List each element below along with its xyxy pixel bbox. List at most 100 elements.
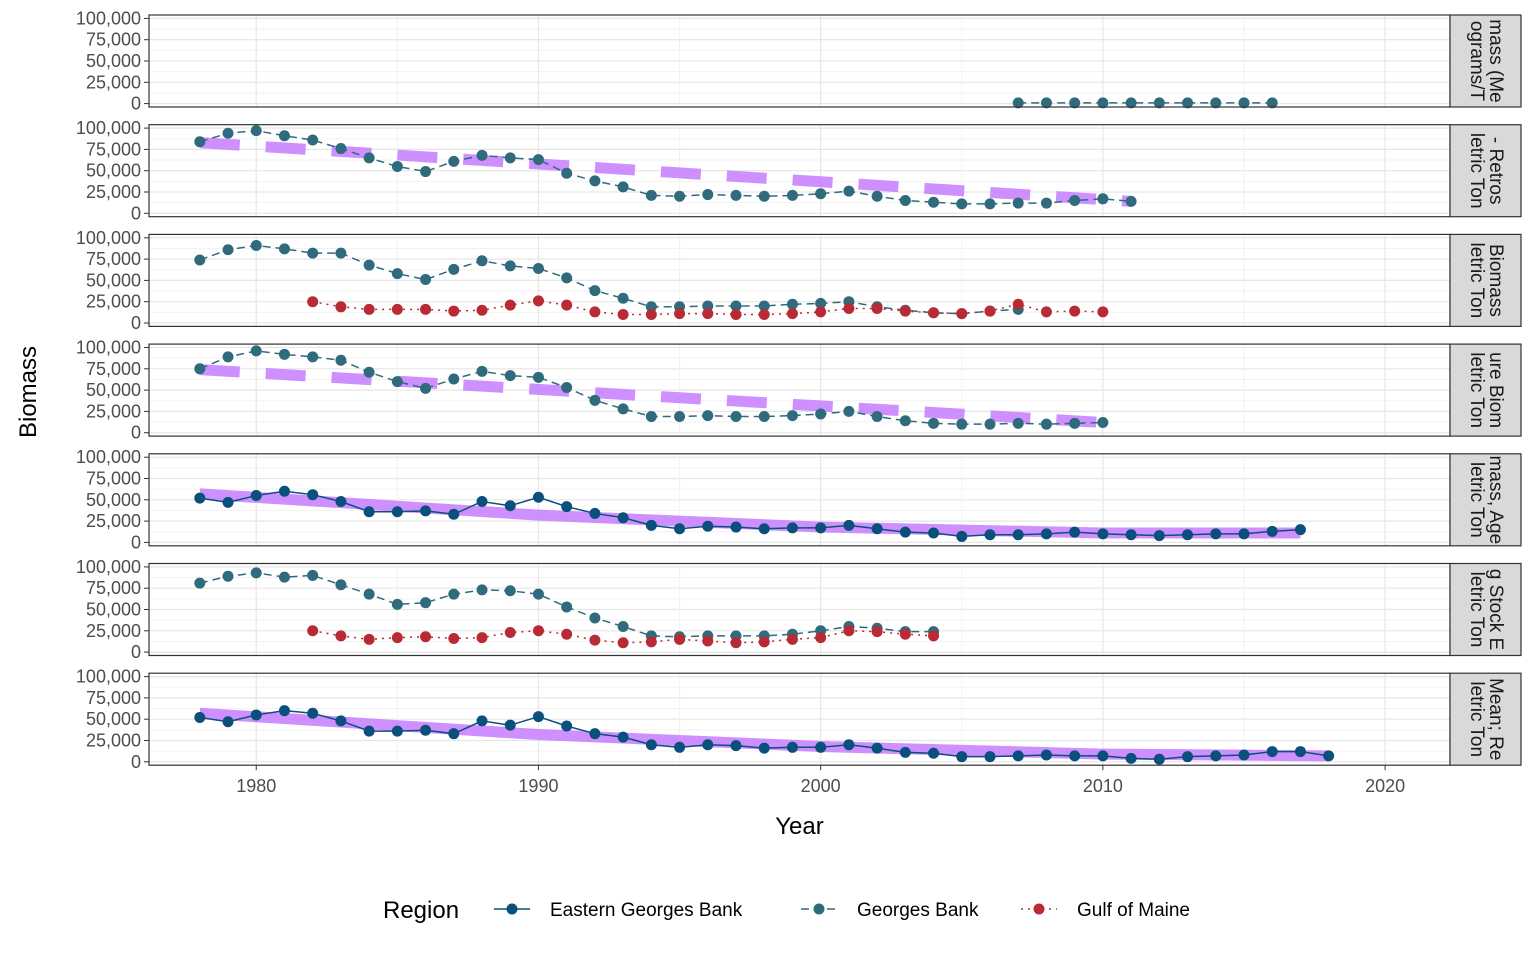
data-point bbox=[617, 292, 629, 304]
y-tick-label: 25,000 bbox=[86, 730, 141, 750]
data-point bbox=[1125, 97, 1137, 109]
data-point bbox=[1012, 529, 1024, 541]
data-point bbox=[758, 636, 770, 648]
data-point bbox=[448, 305, 460, 317]
data-point bbox=[448, 508, 460, 520]
y-tick-label: 25,000 bbox=[86, 72, 141, 92]
data-point bbox=[899, 746, 911, 758]
x-tick-label: 2010 bbox=[1083, 776, 1123, 796]
legend-label: Gulf of Maine bbox=[1077, 900, 1190, 921]
data-point bbox=[420, 303, 432, 315]
facet-strip-label: letric Ton bbox=[1466, 243, 1487, 319]
data-point bbox=[1323, 750, 1335, 762]
y-tick-label: 100,000 bbox=[76, 667, 141, 687]
data-point bbox=[702, 739, 714, 751]
data-point bbox=[1153, 97, 1165, 109]
data-point bbox=[843, 519, 855, 531]
data-point bbox=[645, 739, 657, 751]
data-point bbox=[194, 577, 206, 589]
x-tick-label: 1990 bbox=[518, 776, 558, 796]
data-point bbox=[391, 303, 403, 315]
data-point bbox=[871, 411, 883, 423]
data-point bbox=[1210, 97, 1222, 109]
facet-strip-label: mass (Me bbox=[1485, 19, 1506, 102]
data-point bbox=[194, 711, 206, 723]
data-point bbox=[589, 634, 601, 646]
data-point bbox=[1012, 298, 1024, 310]
y-tick-label: 100,000 bbox=[76, 8, 141, 28]
data-point bbox=[448, 588, 460, 600]
data-point bbox=[1069, 417, 1081, 429]
data-point bbox=[532, 295, 544, 307]
x-tick-label: 1980 bbox=[236, 776, 276, 796]
data-point bbox=[730, 637, 742, 649]
data-point bbox=[617, 403, 629, 415]
data-point bbox=[420, 631, 432, 643]
y-tick-label: 100,000 bbox=[76, 447, 141, 467]
data-point bbox=[476, 632, 488, 644]
data-point bbox=[702, 308, 714, 320]
data-point bbox=[730, 740, 742, 752]
y-tick-label: 100,000 bbox=[76, 338, 141, 358]
data-point bbox=[871, 190, 883, 202]
y-tick-label: 50,000 bbox=[86, 51, 141, 71]
data-point bbox=[730, 300, 742, 312]
data-point bbox=[871, 742, 883, 754]
data-point bbox=[645, 308, 657, 320]
y-tick-label: 0 bbox=[131, 94, 141, 114]
data-point bbox=[561, 167, 573, 179]
data-point bbox=[617, 308, 629, 320]
y-tick-label: 25,000 bbox=[86, 182, 141, 202]
data-point bbox=[1069, 526, 1081, 538]
data-point bbox=[928, 527, 940, 539]
data-point bbox=[532, 154, 544, 166]
data-point bbox=[1012, 417, 1024, 429]
data-point bbox=[1238, 97, 1250, 109]
data-point bbox=[278, 130, 290, 142]
data-point bbox=[928, 307, 940, 319]
data-point bbox=[504, 500, 516, 512]
data-point bbox=[278, 705, 290, 717]
facet-strip-label: g Stock E bbox=[1485, 569, 1506, 650]
y-tick-label: 75,000 bbox=[86, 139, 141, 159]
data-point bbox=[307, 489, 319, 501]
data-point bbox=[1069, 195, 1081, 207]
facet-strip-label: Mean; Re bbox=[1485, 678, 1506, 760]
data-point bbox=[758, 308, 770, 320]
data-point bbox=[1097, 97, 1109, 109]
data-point bbox=[1069, 305, 1081, 317]
data-point bbox=[786, 633, 798, 645]
data-point bbox=[194, 363, 206, 375]
data-point bbox=[448, 632, 460, 644]
data-point bbox=[1012, 97, 1024, 109]
data-point bbox=[222, 244, 234, 256]
data-point bbox=[391, 725, 403, 737]
data-point bbox=[1210, 750, 1222, 762]
y-tick-label: 75,000 bbox=[86, 688, 141, 708]
data-point bbox=[391, 632, 403, 644]
y-tick-label: 100,000 bbox=[76, 118, 141, 138]
data-point bbox=[674, 308, 686, 320]
data-point bbox=[730, 189, 742, 201]
data-point bbox=[928, 747, 940, 759]
y-tick-label: 25,000 bbox=[86, 511, 141, 531]
data-point bbox=[899, 305, 911, 317]
data-point bbox=[278, 571, 290, 583]
data-point bbox=[1125, 752, 1137, 764]
data-point bbox=[278, 485, 290, 497]
data-point bbox=[1182, 751, 1194, 763]
data-point bbox=[420, 597, 432, 609]
y-tick-label: 50,000 bbox=[86, 490, 141, 510]
y-tick-label: 0 bbox=[131, 642, 141, 662]
data-point bbox=[307, 625, 319, 637]
data-point bbox=[532, 491, 544, 503]
data-point bbox=[645, 301, 657, 313]
data-point bbox=[335, 143, 347, 155]
y-tick-label: 0 bbox=[131, 423, 141, 443]
data-point bbox=[843, 405, 855, 417]
data-point bbox=[815, 188, 827, 200]
